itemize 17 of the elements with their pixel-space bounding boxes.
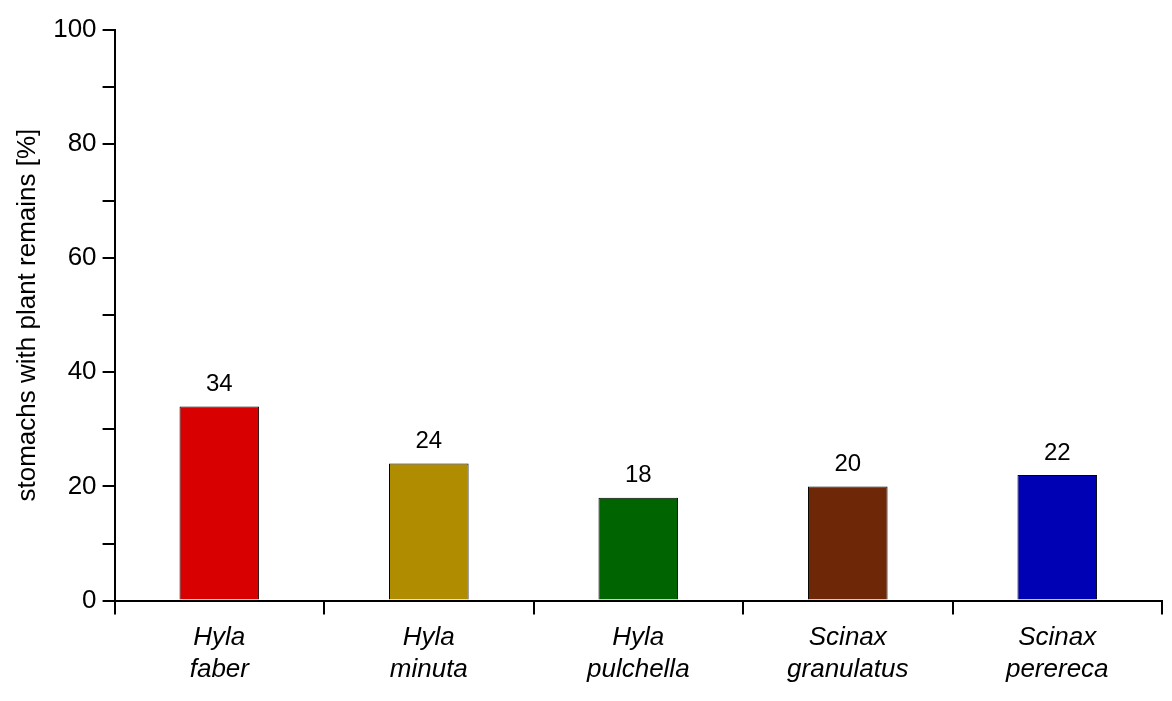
data-label: 34 <box>205 369 233 397</box>
x-tick-label: Scinax granulatus <box>787 621 909 683</box>
data-label: 24 <box>415 426 443 454</box>
x-tick-label: Hyla faber <box>189 621 251 683</box>
data-label: 18 <box>624 460 652 488</box>
x-tick-label: Hyla minuta <box>389 621 468 683</box>
y-tick-label: 80 <box>67 126 97 157</box>
x-tick-label: Hyla pulchella <box>585 621 690 683</box>
y-tick-label: 60 <box>67 241 97 272</box>
y-axis-title: stomachs with plant remains [%] <box>10 128 41 502</box>
y-tick-label: 0 <box>82 583 97 614</box>
data-label: 20 <box>834 449 862 477</box>
data-label: 22 <box>1043 437 1071 465</box>
y-tick-label: 20 <box>67 469 97 500</box>
y-tick-label: 40 <box>67 355 97 386</box>
y-tick-label: 100 <box>53 12 97 43</box>
x-tick-label: Scinax perereca <box>1004 621 1109 683</box>
